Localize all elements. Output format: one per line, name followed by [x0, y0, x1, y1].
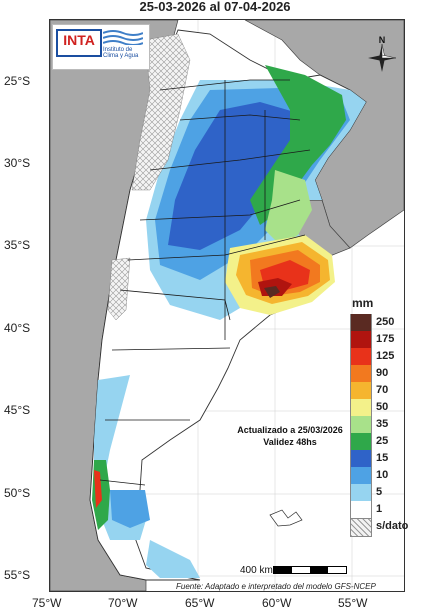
legend-label: s/dato: [376, 520, 409, 532]
lat-label-30: 30°S: [4, 156, 31, 170]
precipitation-map: [50, 20, 404, 591]
lat-label-55: 55°S: [4, 568, 31, 582]
legend-label: 50: [376, 401, 389, 413]
legend-swatch: [350, 331, 372, 348]
precipitation-legend: mm 250 175 125 90 70 50 35 25 15 10 5 1 s/dato: [346, 296, 408, 559]
lat-label-25: 25°S: [4, 74, 31, 88]
lat-label-40: 40°S: [4, 321, 31, 335]
legend-label: 25: [376, 435, 389, 447]
source-credit: Fuente: Adaptado e interpretado del mode…: [176, 582, 376, 591]
map-title: 25-03-2026 al 07-04-2026: [139, 0, 291, 14]
lat-label-35: 35°S: [4, 238, 31, 252]
legend-label: 1: [376, 503, 383, 515]
lon-label-65: 65°W: [185, 596, 215, 610]
legend-swatch: [350, 518, 372, 537]
legend-swatch: [350, 365, 372, 382]
no-data-region-south: [107, 257, 131, 321]
legend-label: 175: [376, 333, 395, 345]
legend-label: 15: [376, 452, 389, 464]
scale-bar: [273, 566, 347, 574]
falkland-islands: [269, 509, 303, 527]
updated-date: Actualizado a 25/03/2026: [237, 425, 343, 435]
inta-logo: INTA Instituto de Clima y Agua: [52, 24, 150, 70]
update-note: Actualizado a 25/03/2026 Validez 48hs: [210, 424, 370, 448]
legend-label: 35: [376, 418, 389, 430]
lon-label-75: 75°W: [32, 596, 62, 610]
no-data-region: [131, 33, 191, 191]
legend-swatch: [350, 416, 372, 433]
water-waves-icon: [103, 30, 143, 45]
lat-label-45: 45°S: [4, 403, 31, 417]
legend-label: 90: [376, 367, 389, 379]
scale-label: 400 km: [240, 565, 273, 576]
legend-label: 250: [376, 316, 395, 328]
legend-label: 70: [376, 384, 389, 396]
legend-unit: mm: [352, 296, 374, 310]
lon-label-70: 70°W: [108, 596, 138, 610]
legend-swatch: [350, 467, 372, 484]
legend-swatch: [350, 314, 372, 331]
legend-label: 125: [376, 350, 395, 362]
validity-note: Validez 48hs: [263, 437, 317, 447]
inta-text: INTA: [63, 32, 95, 48]
legend-swatch: [350, 484, 372, 501]
compass-north-label: N: [379, 35, 386, 45]
lon-label-60: 60°W: [262, 596, 292, 610]
compass-rose-icon: N: [368, 35, 397, 72]
lat-label-50: 50°S: [4, 486, 31, 500]
inta-emblem: INTA: [56, 29, 102, 57]
legend-swatch: [350, 382, 372, 399]
legend-label: 5: [376, 486, 383, 498]
legend-swatch: [350, 399, 372, 416]
legend-swatch: [350, 433, 372, 450]
institute-name: Instituto de Clima y Agua: [103, 47, 139, 59]
precipitation-shading: [92, 65, 366, 578]
province-borders: [99, 79, 311, 486]
lon-label-55w: 55°W: [338, 596, 368, 610]
legend-label: 10: [376, 469, 389, 481]
legend-swatch: [350, 450, 372, 467]
legend-swatch: [350, 501, 372, 518]
map-frame: [49, 19, 405, 592]
legend-swatch: [350, 348, 372, 365]
